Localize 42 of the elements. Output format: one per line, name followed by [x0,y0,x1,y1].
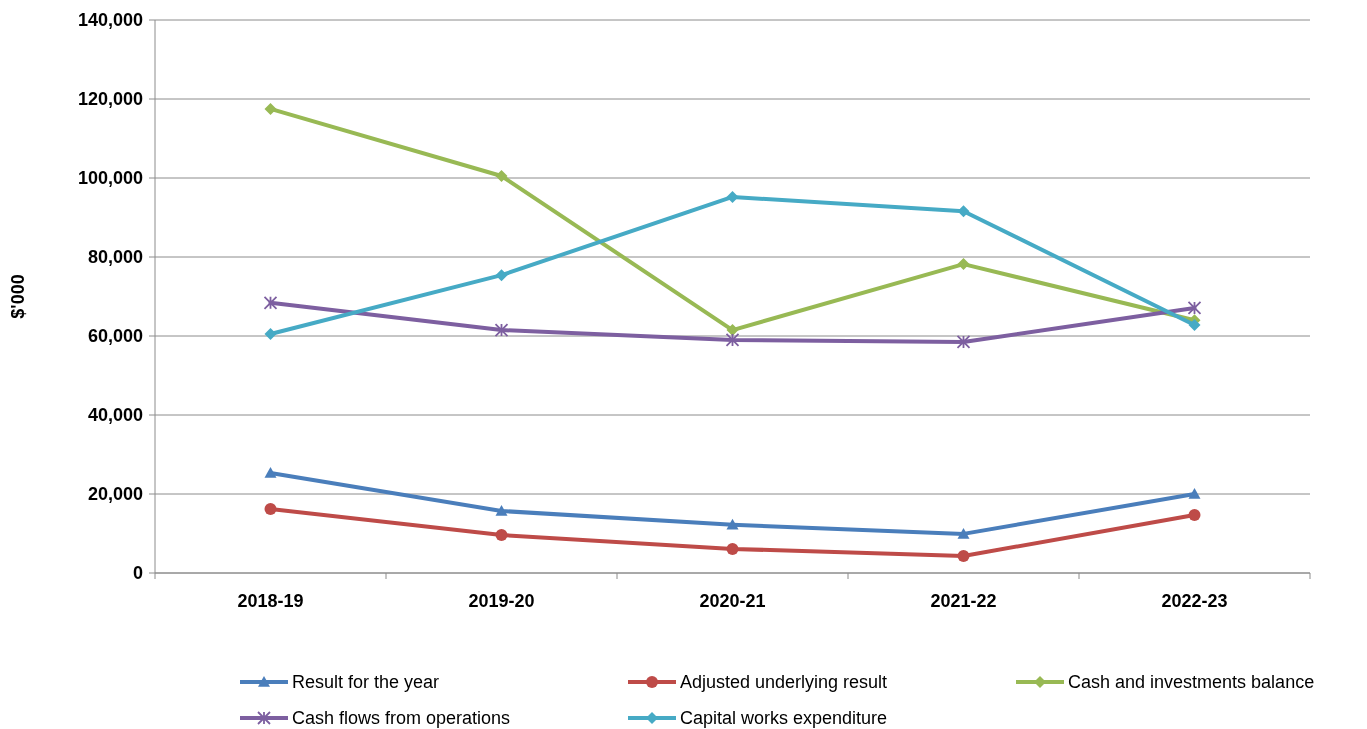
y-tick-label: 80,000 [87,247,143,268]
y-tick-label: 0 [132,563,143,584]
point [726,324,739,337]
y-tick-label: 120,000 [77,89,143,110]
y-tick-label: 40,000 [87,405,143,426]
point [1188,488,1201,499]
x-tick-label: 2020-21 [699,591,766,611]
point [495,170,508,183]
point [726,190,739,203]
point [957,550,970,563]
point [495,504,508,516]
y-tick-label: 20,000 [87,484,143,505]
point [1188,508,1201,521]
point [957,258,970,271]
point [725,333,740,347]
point [495,529,508,542]
legend-label: Capital works expenditure [680,708,888,729]
x-tick-label: 2019-20 [468,591,535,611]
legend-label: Cash and investments balance [1068,672,1315,693]
point [1188,318,1201,331]
point [1187,301,1202,315]
point [263,295,278,310]
point [264,467,277,478]
y-tick-label: 140,000 [77,10,143,31]
legend-label: Result for the year [292,672,440,693]
point [726,542,739,555]
x-tick-label: 2021-22 [930,591,997,611]
point [956,335,971,349]
point [264,503,277,516]
x-tick-label: 2018-19 [237,591,304,611]
point [726,518,739,530]
legend-label: Adjusted underlying result [680,672,888,693]
x-tick-label: 2022-23 [1161,591,1228,611]
point [264,102,277,115]
y-tick-label: 60,000 [87,326,143,347]
legend-label: Cash flows from operations [292,708,511,729]
y-tick-label: 100,000 [77,168,143,189]
point [957,527,970,539]
y-axis-title: $'000 [8,274,28,319]
point [495,269,508,282]
point [264,328,277,341]
point [494,323,509,337]
